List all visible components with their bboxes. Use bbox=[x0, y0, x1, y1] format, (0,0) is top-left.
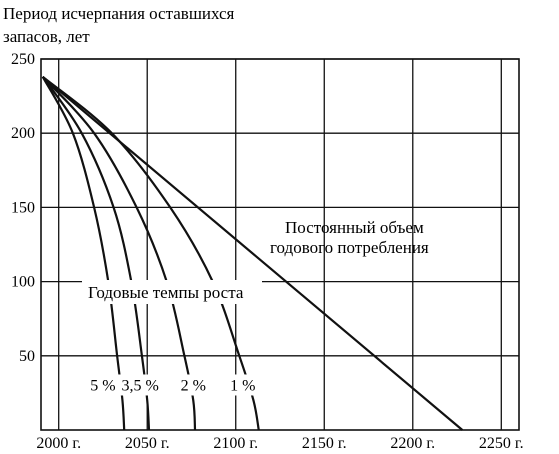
x-tick-label-2100: 2100 г. bbox=[213, 435, 258, 452]
series-label-bg-1 bbox=[87, 374, 119, 396]
y-tick-label-100: 100 bbox=[11, 274, 35, 291]
x-tick-label-2200: 2200 г. bbox=[390, 435, 435, 452]
annotation-constant-line-1: Постоянный объем bbox=[285, 218, 424, 237]
y-tick-label-150: 150 bbox=[11, 199, 35, 216]
series-label-4: 1 % bbox=[230, 377, 255, 394]
y-tick-label-50: 50 bbox=[19, 348, 35, 365]
series-label-bg-3 bbox=[177, 374, 210, 396]
series-line-4 bbox=[42, 75, 260, 431]
y-axis-title-line-2: запасов, лет bbox=[3, 27, 90, 46]
series-label-bg-4 bbox=[227, 374, 259, 396]
series-labels: 5 % 3,5 % 2 % 1 % bbox=[87, 374, 259, 396]
y-tick-label-200: 200 bbox=[11, 125, 35, 142]
x-tick-label-2150: 2150 г. bbox=[302, 435, 347, 452]
series-label-bg-2 bbox=[115, 374, 165, 396]
x-tick-label-2050: 2050 г. bbox=[125, 435, 170, 452]
tick-labels: 50 100 150 200 250 2000 г. 2050 г. 2100 г. 2150 … bbox=[11, 51, 524, 452]
x-tick-label-2000: 2000 г. bbox=[36, 435, 81, 452]
growth-label-background bbox=[82, 280, 262, 304]
series-label-1: 5 % bbox=[90, 377, 115, 394]
series-line-3 bbox=[41, 76, 197, 431]
annotation-growth-rates: Годовые темпы роста bbox=[88, 283, 244, 302]
x-tick-label-2250: 2250 г. bbox=[479, 435, 524, 452]
annotation-constant-line-2: годового потребления bbox=[270, 238, 429, 257]
series-label-3: 2 % bbox=[181, 377, 206, 394]
y-tick-label-250: 250 bbox=[11, 51, 35, 68]
series-label-2: 3,5 % bbox=[121, 377, 158, 394]
y-axis-title-line-1: Период исчерпания оставшихся bbox=[3, 4, 235, 23]
